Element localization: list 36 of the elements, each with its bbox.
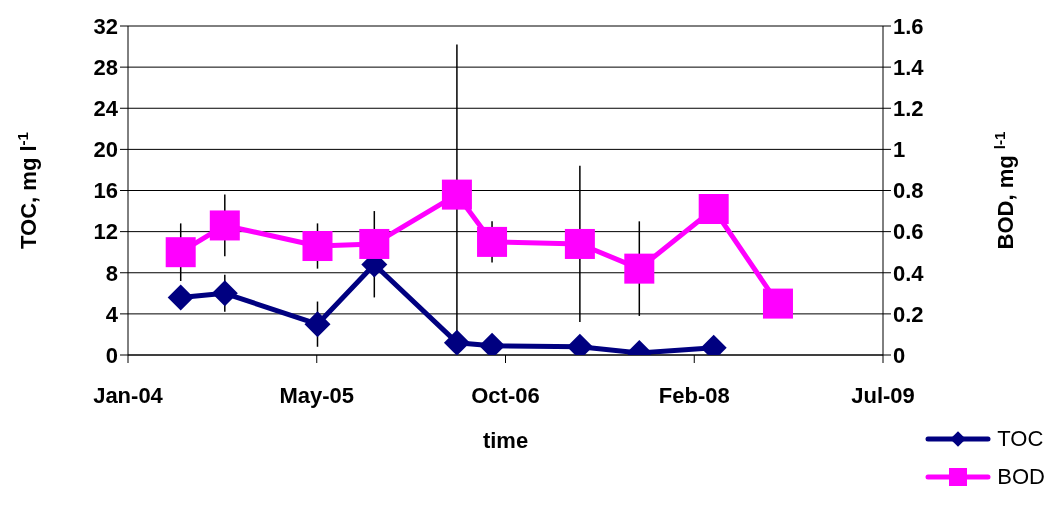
legend-label: BOD [997, 464, 1045, 490]
y-tick-label: 16 [93, 178, 118, 204]
y2-tick-label: 0.6 [893, 219, 924, 245]
point [698, 194, 729, 225]
y2-tick-label: 0.2 [893, 301, 924, 327]
y-tick-label: 24 [93, 96, 119, 122]
point [209, 210, 240, 241]
point [302, 231, 333, 262]
point [477, 226, 508, 257]
x-tick-label: Oct-06 [471, 382, 540, 408]
point [359, 228, 390, 259]
x-tick-label: Feb-08 [658, 382, 730, 408]
y2-tick-label: 1.2 [893, 96, 924, 122]
point [624, 253, 655, 284]
y-tick-label: 0 [105, 342, 118, 368]
y-tick-label: 20 [93, 137, 118, 163]
y-tick-label: 8 [105, 260, 118, 286]
y2-tick-label: 1.6 [893, 13, 924, 39]
y-tick-label: 12 [93, 219, 118, 245]
y2-tick-label: 0 [893, 342, 906, 368]
point [165, 237, 196, 268]
point [762, 288, 793, 319]
y2-tick-label: 1 [893, 137, 906, 163]
x-tick-label: Jul-09 [851, 382, 915, 408]
x-axis-title: time [482, 428, 529, 453]
y2-tick-label: 0.8 [893, 178, 924, 204]
y-tick-label: 28 [93, 54, 118, 80]
point [441, 179, 472, 210]
y2-tick-label: 1.4 [893, 54, 925, 80]
y-tick-label: 32 [93, 13, 118, 39]
y-tick-label: 4 [105, 301, 119, 327]
point [564, 228, 595, 259]
x-tick-label: Jan-04 [93, 382, 164, 408]
legend-label: TOC [997, 426, 1044, 452]
x-tick-label: May-05 [279, 382, 355, 408]
y2-tick-label: 0.4 [893, 260, 925, 286]
